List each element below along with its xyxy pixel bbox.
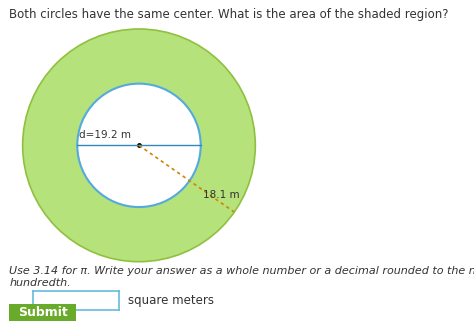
Text: Use 3.14 for π. Write your answer as a whole number or a decimal rounded to the : Use 3.14 for π. Write your answer as a w…: [9, 266, 474, 288]
Circle shape: [77, 84, 201, 207]
Text: 18.1 m: 18.1 m: [203, 190, 240, 200]
Text: d=19.2 m: d=19.2 m: [79, 130, 131, 140]
Text: square meters: square meters: [128, 294, 214, 307]
Circle shape: [23, 29, 255, 262]
Text: Submit: Submit: [18, 306, 67, 319]
Text: Both circles have the same center. What is the area of the shaded region?: Both circles have the same center. What …: [9, 8, 449, 21]
